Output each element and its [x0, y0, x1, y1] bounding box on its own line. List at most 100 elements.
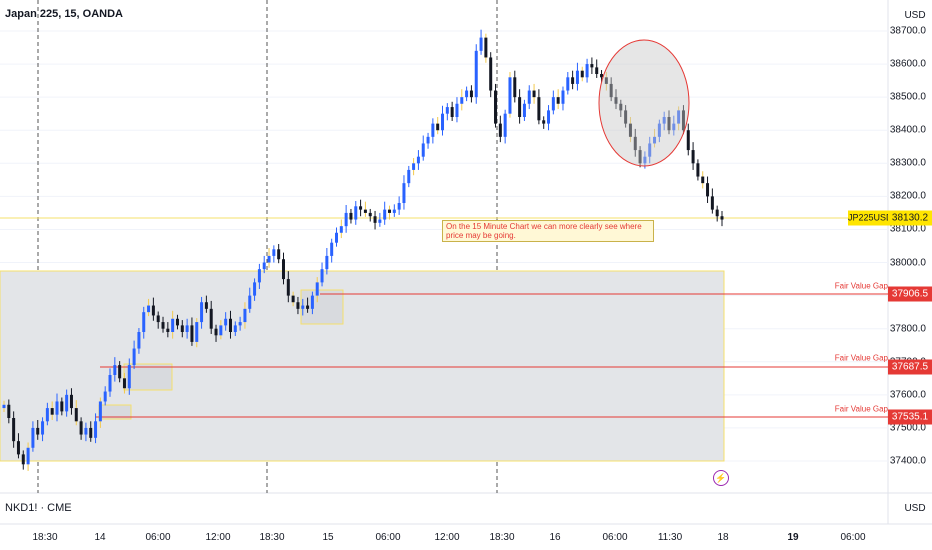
candle-body	[248, 295, 252, 309]
candle-body	[667, 117, 671, 131]
candle-body	[291, 295, 295, 303]
candle-body	[310, 295, 314, 309]
candle-body	[368, 212, 372, 217]
currency-button-top[interactable]: USD	[904, 10, 926, 21]
candle-body	[147, 305, 151, 313]
candle-body	[21, 454, 25, 465]
price-axis-label: 38600.0	[889, 58, 926, 70]
candle-body	[277, 249, 281, 260]
candle-body	[638, 150, 642, 164]
candle-body	[16, 441, 20, 455]
candle-body	[31, 427, 35, 448]
candle-body	[431, 123, 435, 137]
candle-body	[195, 322, 199, 342]
candle-body	[262, 262, 266, 270]
symbol-title[interactable]: Japan 225, 15, OANDA	[5, 8, 123, 20]
candle-body	[416, 156, 420, 164]
candle-body	[228, 318, 232, 332]
candle-body	[161, 322, 165, 329]
time-axis-label: 19	[787, 532, 799, 543]
candle-body	[7, 404, 11, 418]
candle-body	[715, 209, 719, 217]
candle-body	[542, 120, 546, 124]
candle-body	[118, 365, 122, 379]
candle-body	[272, 249, 276, 256]
candle-body	[412, 163, 416, 170]
candle-body	[522, 103, 526, 117]
candle-body	[301, 305, 305, 309]
candle-body	[363, 209, 367, 213]
fvg-price-tag-3: 37535.1	[888, 409, 932, 425]
price-axis-label: 38100.0	[889, 223, 926, 235]
candle-body	[45, 408, 49, 422]
candle-body	[402, 183, 406, 203]
candle-body	[672, 123, 676, 131]
lightning-icon[interactable]: ⚡	[713, 470, 729, 486]
candle-body	[547, 110, 551, 124]
candle-body	[151, 305, 155, 316]
candle-body	[41, 421, 45, 435]
candle-body	[648, 143, 652, 157]
candle-body	[720, 216, 724, 220]
candle-body	[503, 113, 507, 137]
candle-body	[60, 401, 64, 412]
candle-body	[662, 117, 666, 124]
candle-body	[460, 97, 464, 104]
candle-body	[518, 97, 522, 117]
candle-body	[26, 447, 30, 465]
candle-body	[701, 176, 705, 184]
candle-body	[132, 348, 136, 366]
fvg-price-tag-1: 37906.5	[888, 286, 932, 302]
candle-body	[421, 143, 425, 157]
price-axis-label: 37800.0	[889, 323, 926, 335]
candle-body	[571, 77, 575, 84]
candle-body	[79, 421, 83, 435]
chart-annotation[interactable]: On the 15 Minute Chart we can more clear…	[442, 220, 654, 242]
secondary-symbol-label[interactable]: NKD1! · CME	[5, 502, 72, 514]
candle-body	[286, 279, 290, 296]
candle-body	[253, 282, 257, 296]
candle-body	[479, 37, 483, 51]
candle-body	[65, 394, 69, 412]
price-axis-label: 38300.0	[889, 157, 926, 169]
candle-body	[185, 325, 189, 332]
price-axis-label: 37600.0	[889, 389, 926, 401]
candle-body	[224, 318, 228, 326]
time-axis-label: 15	[322, 532, 334, 543]
candle-body	[89, 427, 93, 438]
price-axis-label: 38000.0	[889, 257, 926, 269]
candle-body	[527, 90, 531, 104]
highlight-circle	[598, 39, 690, 167]
candle-body	[556, 97, 560, 104]
candle-body	[537, 97, 541, 121]
candle-body	[166, 328, 170, 332]
candle-body	[392, 209, 396, 213]
candle-body	[315, 282, 319, 296]
candle-body	[156, 315, 160, 323]
current-price-tag: 38130.2	[888, 210, 932, 226]
candle-body	[281, 259, 285, 280]
time-axis-label: 12:00	[434, 532, 460, 543]
candle-body	[74, 408, 78, 422]
price-axis-label: 38200.0	[889, 190, 926, 202]
candle-body	[94, 421, 98, 438]
candle-body	[450, 107, 454, 117]
candle-body	[330, 242, 334, 256]
candle-body	[426, 136, 430, 144]
time-axis-label: 06:00	[602, 532, 628, 543]
time-axis-label: 18:30	[32, 532, 58, 543]
candle-body	[378, 219, 382, 223]
time-axis-label: 18	[717, 532, 729, 543]
candle-body	[243, 308, 247, 323]
candle-body	[710, 196, 714, 210]
time-axis-label: 18:30	[489, 532, 515, 543]
candle-body	[595, 67, 599, 74]
candle-body	[84, 427, 88, 435]
currency-button-bottom[interactable]: USD	[904, 503, 926, 514]
price-axis-label: 37400.0	[889, 455, 926, 467]
price-axis-label: 38700.0	[889, 25, 926, 37]
candle-body	[397, 203, 401, 210]
candle-body	[566, 77, 570, 91]
candle-body	[388, 209, 392, 213]
